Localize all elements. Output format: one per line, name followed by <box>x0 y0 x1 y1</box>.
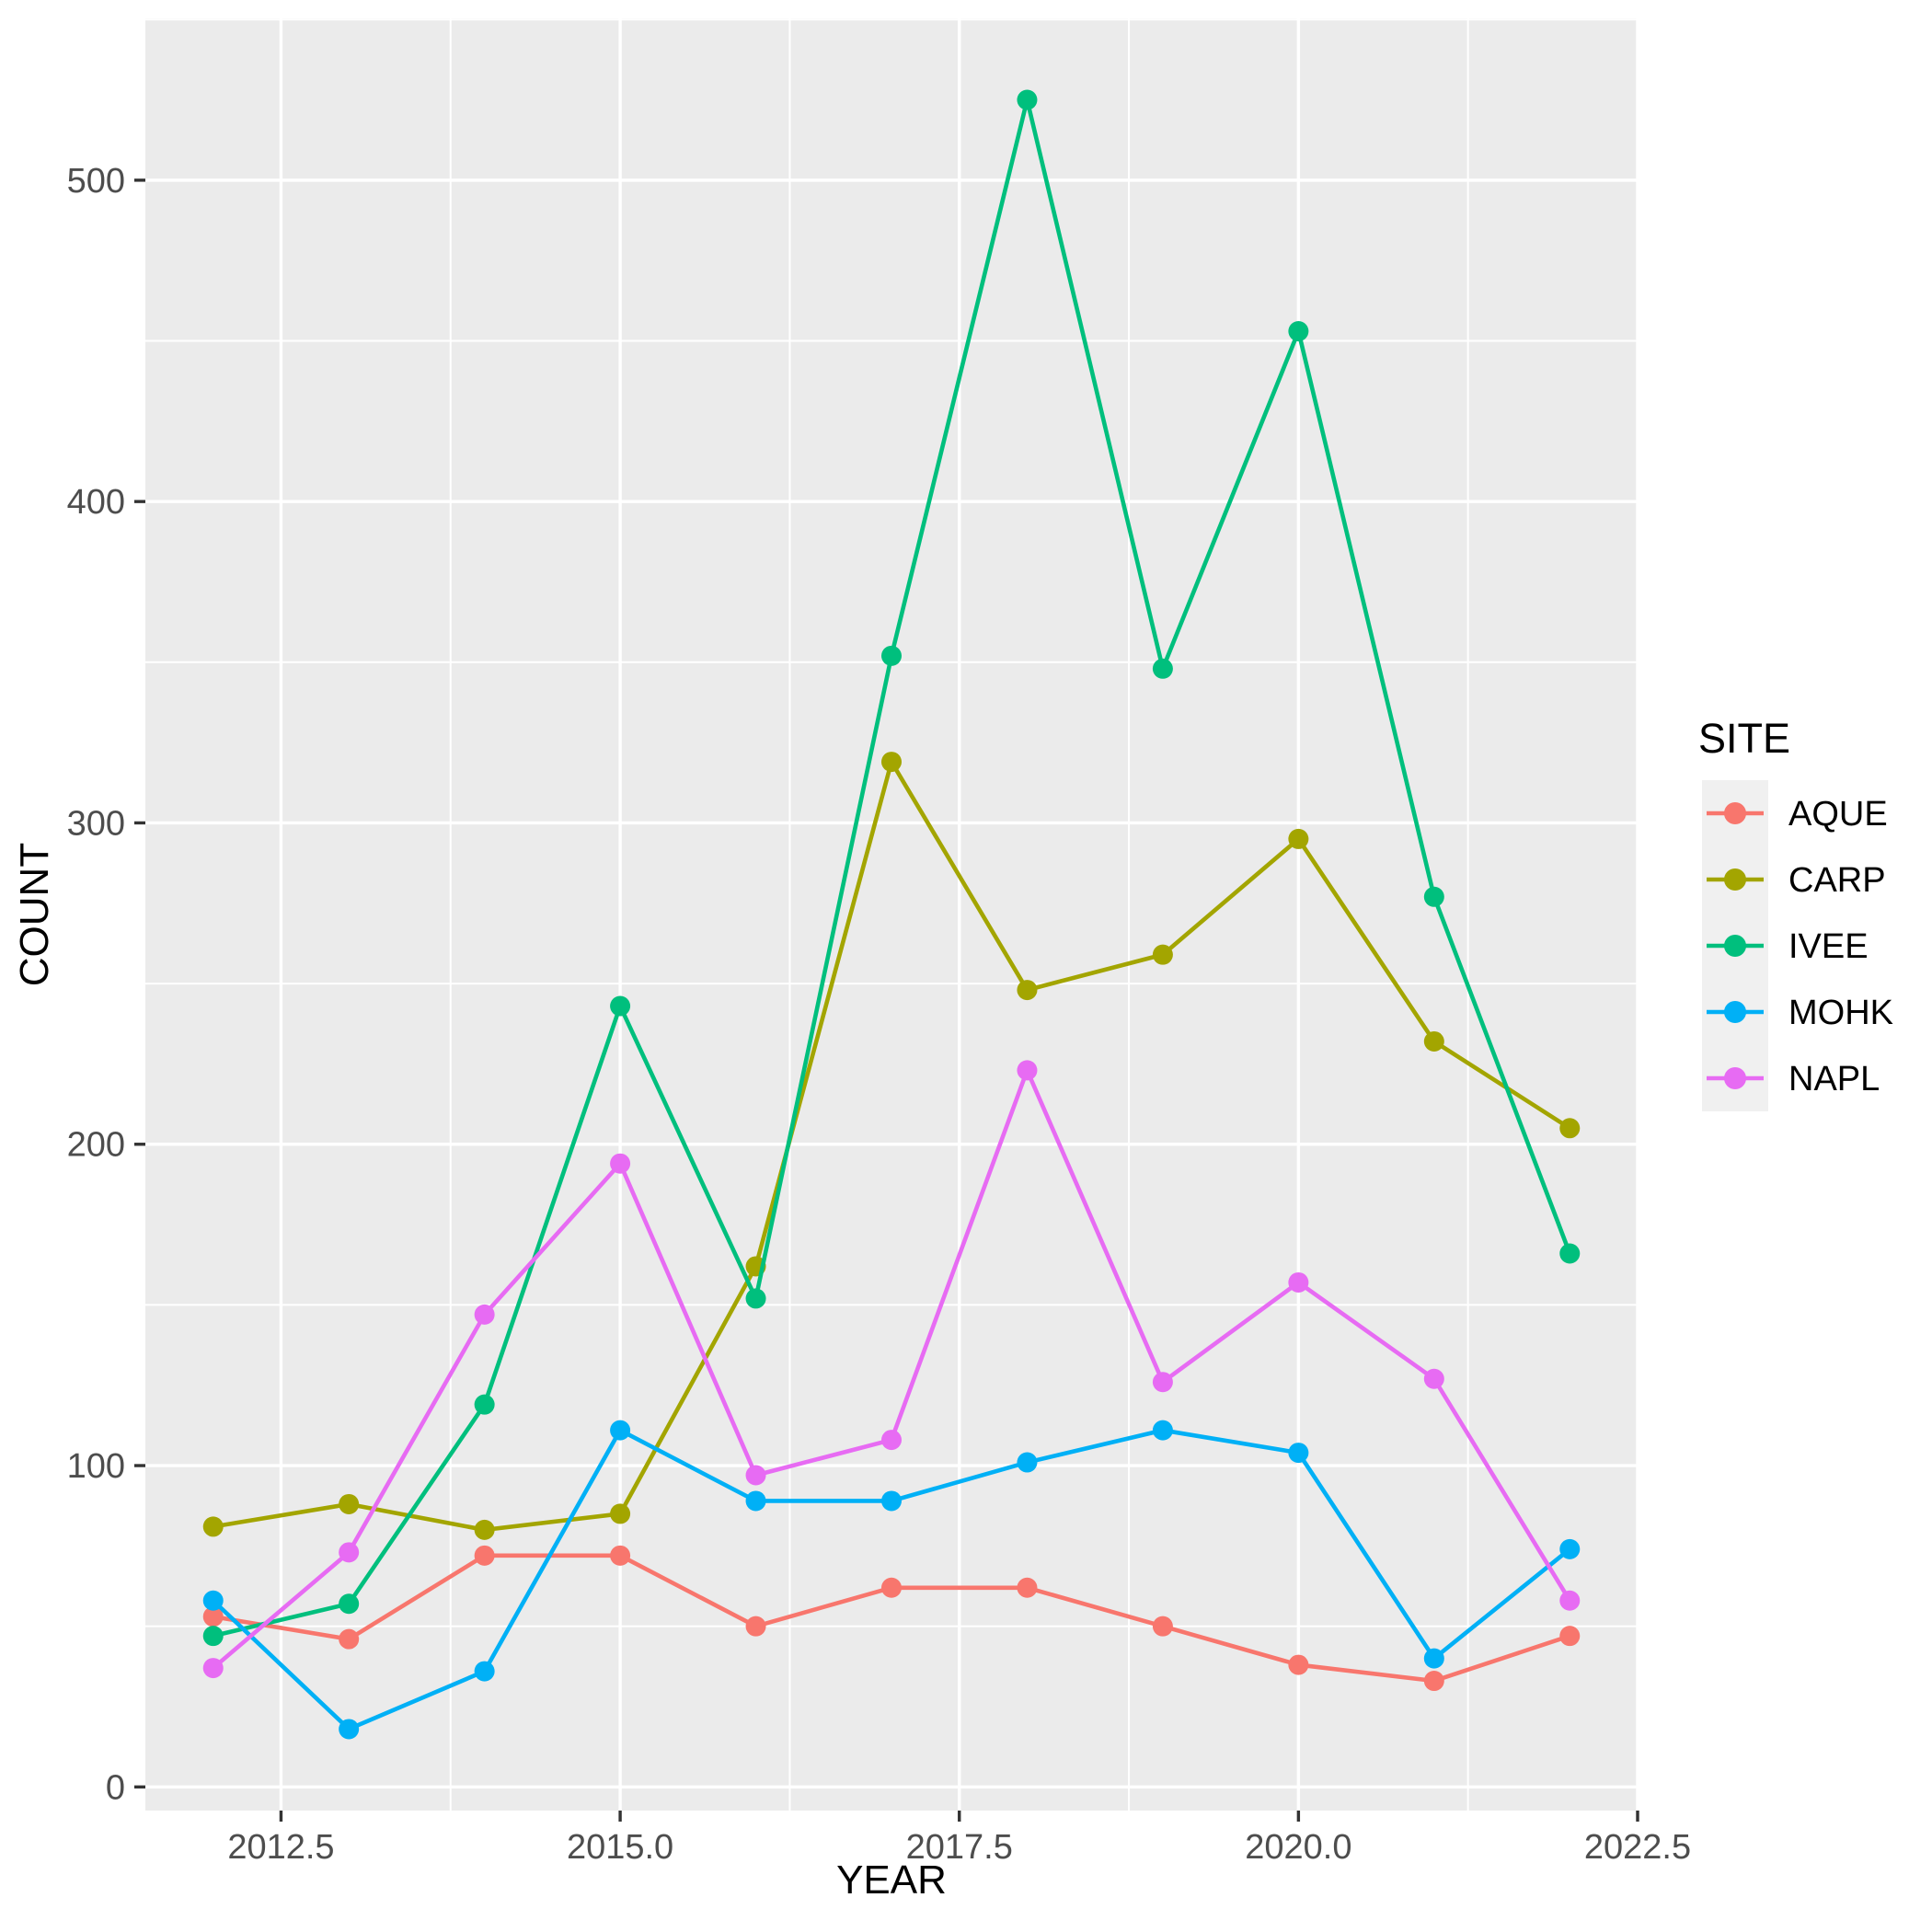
data-point-MOHK-2017 <box>881 1490 902 1512</box>
data-point-NAPL-2021 <box>1423 1368 1444 1389</box>
y-axis-title: COUNT <box>12 843 57 986</box>
data-point-NAPL-2020 <box>1288 1271 1309 1293</box>
data-point-CARP-2018 <box>1017 980 1038 1001</box>
axes: 2012.5 2015.0 2017.5 2020.0 2022.5 0 100 200 300… <box>12 162 1691 1903</box>
data-point-AQUE-2018 <box>1017 1577 1038 1598</box>
data-point-MOHK-2015 <box>610 1420 631 1441</box>
y-tick-label-500: 500 <box>67 162 125 201</box>
data-point-IVEE-2019 <box>1152 658 1173 679</box>
data-point-AQUE-2022 <box>1559 1626 1581 1647</box>
x-axis-title: YEAR <box>836 1857 947 1903</box>
series-MOHK <box>202 1420 1581 1740</box>
data-point-AQUE-2012 <box>202 1606 224 1627</box>
data-point-IVEE-2020 <box>1288 321 1309 342</box>
data-point-MOHK-2013 <box>339 1719 360 1740</box>
data-point-AQUE-2020 <box>1288 1654 1309 1675</box>
legend-entry-CARP: CARP <box>1702 846 1886 913</box>
legend-key-point-CARP <box>1724 868 1746 891</box>
legend-key-point-IVEE <box>1724 935 1746 957</box>
data-point-NAPL-2019 <box>1152 1372 1173 1393</box>
legend-label-AQUE: AQUE <box>1788 795 1888 834</box>
legend: SITE AQUE CARP IVEE MOHK NAPL <box>1698 715 1893 1111</box>
minor-gridlines <box>145 18 1638 1811</box>
data-point-IVEE-2012 <box>202 1626 224 1647</box>
data-point-IVEE-2018 <box>1017 89 1038 110</box>
legend-key-point-MOHK <box>1724 1001 1746 1023</box>
legend-key-point-AQUE <box>1724 802 1746 824</box>
legend-entry-NAPL: NAPL <box>1702 1045 1880 1111</box>
x-tick-label-2017.5: 2017.5 <box>906 1828 1013 1867</box>
data-point-MOHK-2022 <box>1559 1538 1581 1559</box>
data-point-IVEE-2015 <box>610 995 631 1017</box>
data-point-MOHK-2014 <box>474 1661 495 1682</box>
y-tick-label-400: 400 <box>67 483 125 522</box>
legend-entry-IVEE: IVEE <box>1702 913 1869 979</box>
data-point-NAPL-2015 <box>610 1153 631 1174</box>
data-point-NAPL-2017 <box>881 1430 902 1451</box>
data-point-AQUE-2016 <box>745 1616 766 1637</box>
series-IVEE <box>202 89 1581 1647</box>
data-point-IVEE-2021 <box>1423 886 1444 907</box>
data-point-NAPL-2012 <box>202 1658 224 1679</box>
y-tick-label-300: 300 <box>67 804 125 843</box>
data-point-AQUE-2019 <box>1152 1616 1173 1637</box>
data-point-AQUE-2017 <box>881 1577 902 1598</box>
x-tick-label-2015.0: 2015.0 <box>567 1828 673 1867</box>
y-tick-label-200: 200 <box>67 1126 125 1165</box>
legend-entry-AQUE: AQUE <box>1702 780 1888 846</box>
data-point-IVEE-2016 <box>745 1288 766 1309</box>
data-point-MOHK-2016 <box>745 1490 766 1512</box>
data-point-CARP-2014 <box>474 1519 495 1540</box>
series-AQUE <box>202 1545 1581 1692</box>
data-point-CARP-2019 <box>1152 944 1173 965</box>
data-point-AQUE-2021 <box>1423 1671 1444 1692</box>
legend-label-NAPL: NAPL <box>1788 1060 1880 1098</box>
major-gridlines <box>145 18 1639 1811</box>
plot-panel <box>145 18 1638 1811</box>
data-point-MOHK-2012 <box>202 1590 224 1611</box>
data-point-NAPL-2016 <box>745 1465 766 1486</box>
data-point-CARP-2020 <box>1288 828 1309 849</box>
y-tick-label-100: 100 <box>67 1447 125 1486</box>
data-point-AQUE-2014 <box>474 1545 495 1566</box>
data-point-AQUE-2013 <box>339 1628 360 1650</box>
data-point-MOHK-2021 <box>1423 1648 1444 1669</box>
data-point-CARP-2021 <box>1423 1030 1444 1052</box>
data-point-IVEE-2017 <box>881 645 902 666</box>
series-NAPL <box>202 1060 1581 1679</box>
legend-label-IVEE: IVEE <box>1788 927 1869 966</box>
x-tick-label-2020.0: 2020.0 <box>1245 1828 1351 1867</box>
legend-entry-MOHK: MOHK <box>1702 979 1893 1045</box>
y-tick-label-0: 0 <box>106 1768 125 1807</box>
data-point-IVEE-2013 <box>339 1593 360 1615</box>
data-point-CARP-2012 <box>202 1516 224 1537</box>
data-point-CARP-2013 <box>339 1493 360 1514</box>
data-point-NAPL-2014 <box>474 1304 495 1325</box>
data-point-MOHK-2020 <box>1288 1443 1309 1464</box>
legend-title: SITE <box>1698 715 1790 762</box>
data-point-IVEE-2014 <box>474 1394 495 1415</box>
legend-key-point-NAPL <box>1724 1067 1746 1089</box>
data-point-CARP-2017 <box>881 752 902 773</box>
data-point-IVEE-2022 <box>1559 1243 1581 1264</box>
data-point-MOHK-2019 <box>1152 1420 1173 1441</box>
data-point-CARP-2022 <box>1559 1118 1581 1139</box>
data-point-AQUE-2015 <box>610 1545 631 1566</box>
data-point-NAPL-2013 <box>339 1542 360 1563</box>
data-point-MOHK-2018 <box>1017 1452 1038 1473</box>
data-point-CARP-2015 <box>610 1503 631 1524</box>
legend-label-CARP: CARP <box>1788 861 1886 900</box>
legend-label-MOHK: MOHK <box>1788 994 1893 1032</box>
data-point-NAPL-2018 <box>1017 1060 1038 1081</box>
x-tick-label-2022.5: 2022.5 <box>1584 1828 1691 1867</box>
data-point-NAPL-2022 <box>1559 1590 1581 1611</box>
x-tick-label-2012.5: 2012.5 <box>227 1828 334 1867</box>
